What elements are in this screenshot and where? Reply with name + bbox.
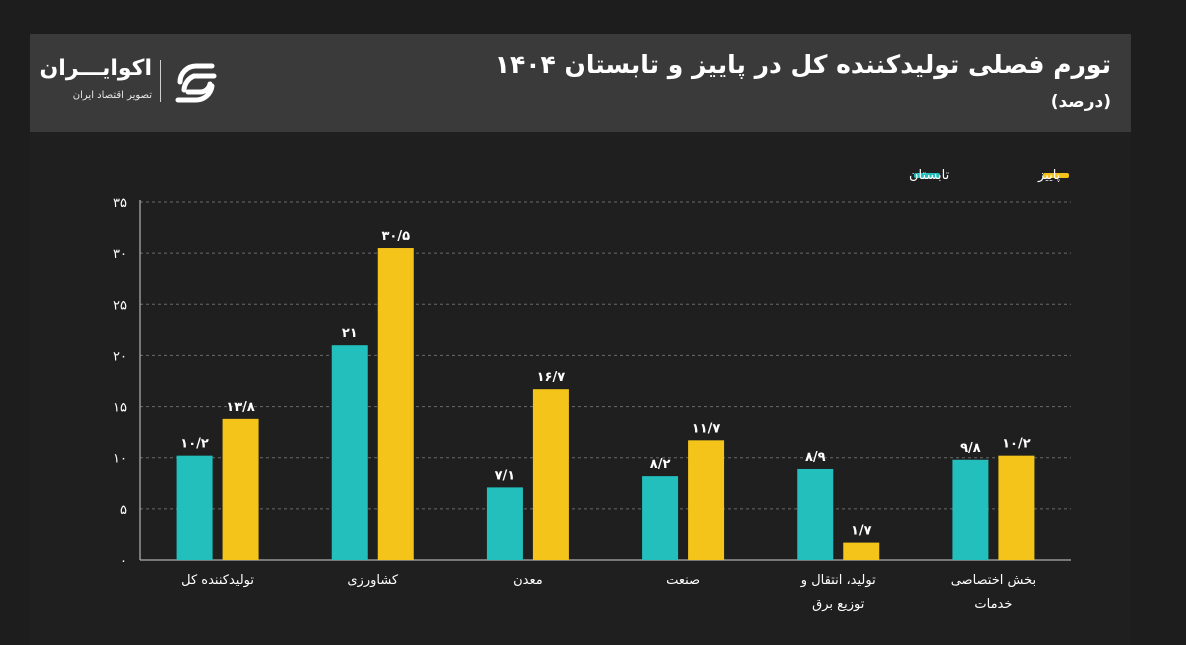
bar-value-label: ۳۰/۵ <box>381 229 410 244</box>
x-category-label: صنعت <box>666 573 700 588</box>
logo-name: اکوایـــران <box>39 56 153 81</box>
x-category-label: خدمات <box>974 597 1012 612</box>
bar-value-label: ۱۰/۲ <box>1002 437 1031 452</box>
bar-value-label: ۱۶/۷ <box>537 370 566 385</box>
bar-value-label: ۸/۹ <box>805 450 826 465</box>
bar-summer <box>176 455 213 560</box>
y-tick-label: ۳۰ <box>113 247 127 262</box>
y-tick-label: ۵ <box>120 503 127 518</box>
logo-divider <box>160 60 161 102</box>
x-category-label: معدن <box>513 573 543 588</box>
y-tick-label: ۱۰ <box>113 452 127 467</box>
bar-autumn <box>843 542 880 560</box>
legend-autumn-label: پاییز <box>1037 168 1061 183</box>
ecoiran-logo: اکوایـــران تصویر اقتصاد ایران <box>39 54 244 114</box>
x-category-label: بخش اختصاصی <box>951 573 1036 588</box>
bar-summer <box>797 468 834 560</box>
y-tick-label: ۱۵ <box>113 401 127 416</box>
bar-autumn <box>532 389 569 560</box>
bar-autumn <box>222 418 259 560</box>
bar-chart: ۰ ۵ ۱۰ ۱۵ ۲۰ ۲۵ ۳۰ ۳۵ ۱۰/۲ ۱۳/۸ تولیدکننده کل ۲۱ ۳۰/… <box>113 168 1071 612</box>
bar-value-label: ۱۱/۷ <box>692 421 721 436</box>
legend-summer-label: تابستان <box>909 168 950 183</box>
y-tick-label: ۲۵ <box>113 298 127 313</box>
bar-value-label: ۸/۲ <box>650 457 671 472</box>
logo-tagline: تصویر اقتصاد ایران <box>72 90 152 101</box>
bar-value-label: ۷/۱ <box>495 468 516 483</box>
bar-value-label: ۱۰/۲ <box>180 437 209 452</box>
y-tick-label: ۲۰ <box>113 349 127 364</box>
bar-summer <box>331 345 368 560</box>
chart-area: ۰ ۵ ۱۰ ۱۵ ۲۰ ۲۵ ۳۰ ۳۵ ۱۰/۲ ۱۳/۸ تولیدکننده کل ۲۱ ۳۰/… <box>30 132 1131 645</box>
chart-subtitle: (درصد) <box>1050 92 1111 112</box>
bar-value-label: ۱/۷ <box>851 524 872 539</box>
bar-autumn <box>377 248 414 560</box>
legend-summer-swatch <box>914 173 940 178</box>
bar-summer <box>642 476 679 560</box>
bar-value-label: ۱۳/۸ <box>226 400 255 415</box>
bar-autumn <box>688 440 725 560</box>
bar-value-label: ۲۱ <box>342 326 358 341</box>
bar-summer <box>486 487 523 560</box>
bar-value-label: ۹/۸ <box>960 441 981 456</box>
x-category-label: توزیع برق <box>812 597 865 612</box>
chart-title: تورم فصلی تولیدکننده کل در پاییز و تابست… <box>494 50 1111 79</box>
x-category-label: تولید، انتقال و <box>800 573 876 588</box>
header-bar: تورم فصلی تولیدکننده کل در پاییز و تابست… <box>30 34 1131 132</box>
legend-autumn-swatch <box>1043 173 1069 178</box>
bar-summer <box>952 459 989 560</box>
y-tick-label: ۳۵ <box>113 196 127 211</box>
x-category-label: تولیدکننده کل <box>181 573 254 588</box>
x-category-label: کشاورزی <box>347 573 399 588</box>
bar-autumn <box>998 455 1035 560</box>
y-tick-label: ۰ <box>120 554 127 569</box>
logo-mark-icon <box>175 63 217 103</box>
